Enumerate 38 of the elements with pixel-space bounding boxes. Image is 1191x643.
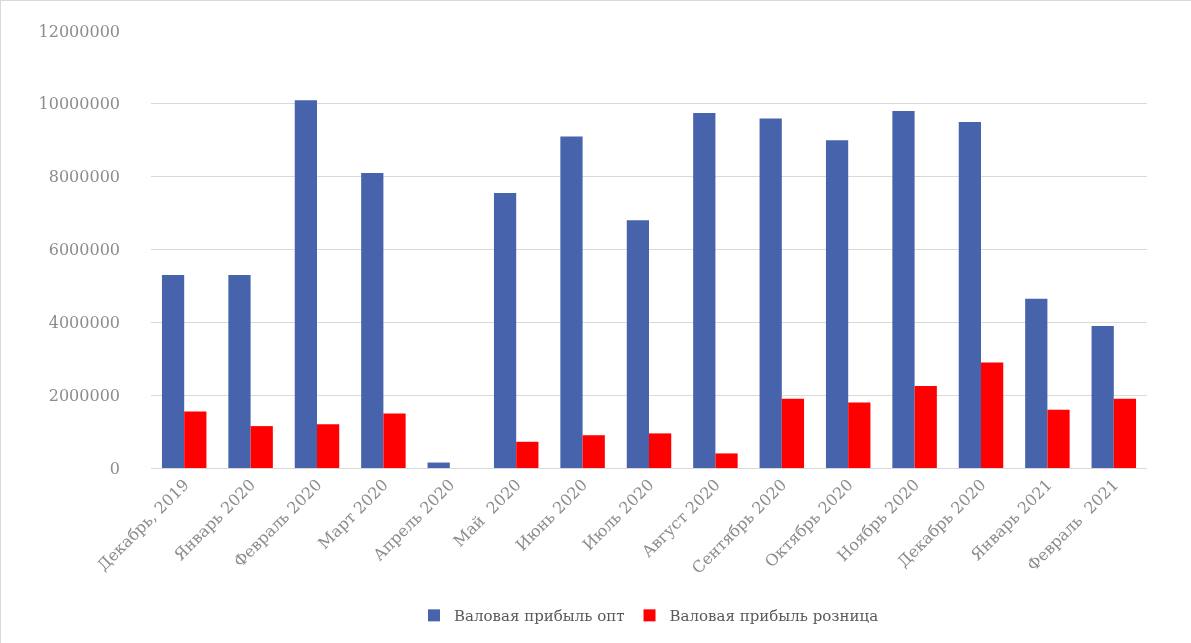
bar bbox=[781, 398, 805, 468]
bar bbox=[715, 453, 738, 468]
bar bbox=[1113, 398, 1137, 468]
bar bbox=[1025, 298, 1048, 468]
bar bbox=[892, 111, 915, 468]
bar bbox=[626, 220, 649, 468]
y-tick-label: 12000000 bbox=[38, 21, 120, 41]
bar bbox=[516, 441, 539, 468]
bar bbox=[383, 413, 406, 468]
bar bbox=[825, 140, 849, 468]
bar bbox=[759, 118, 782, 468]
bar bbox=[228, 274, 251, 468]
y-tick-label: 10000000 bbox=[38, 94, 120, 114]
bar bbox=[317, 424, 340, 468]
y-tick-label: 6000000 bbox=[48, 240, 120, 260]
y-tick-label: 4000000 bbox=[48, 312, 120, 332]
bar bbox=[1091, 325, 1114, 468]
bar bbox=[493, 193, 517, 468]
bar bbox=[693, 112, 716, 468]
y-tick-label: 2000000 bbox=[48, 385, 120, 405]
bar bbox=[427, 462, 450, 468]
bar bbox=[981, 362, 1004, 468]
bar bbox=[582, 435, 605, 468]
bar bbox=[250, 426, 273, 468]
bar bbox=[1047, 409, 1070, 468]
y-tick-label: 0 bbox=[109, 458, 120, 478]
bar bbox=[184, 411, 207, 468]
bar bbox=[958, 122, 981, 468]
bar bbox=[361, 173, 384, 468]
legend-label: Валовая прибыль розница bbox=[669, 607, 879, 626]
legend-label: Валовая прибыль опт bbox=[454, 607, 625, 626]
bar bbox=[560, 136, 583, 468]
bar bbox=[914, 386, 937, 468]
bar bbox=[161, 274, 185, 468]
bar bbox=[294, 100, 317, 468]
bar bbox=[649, 433, 672, 468]
y-tick-label: 8000000 bbox=[48, 167, 120, 187]
bar bbox=[848, 402, 871, 468]
